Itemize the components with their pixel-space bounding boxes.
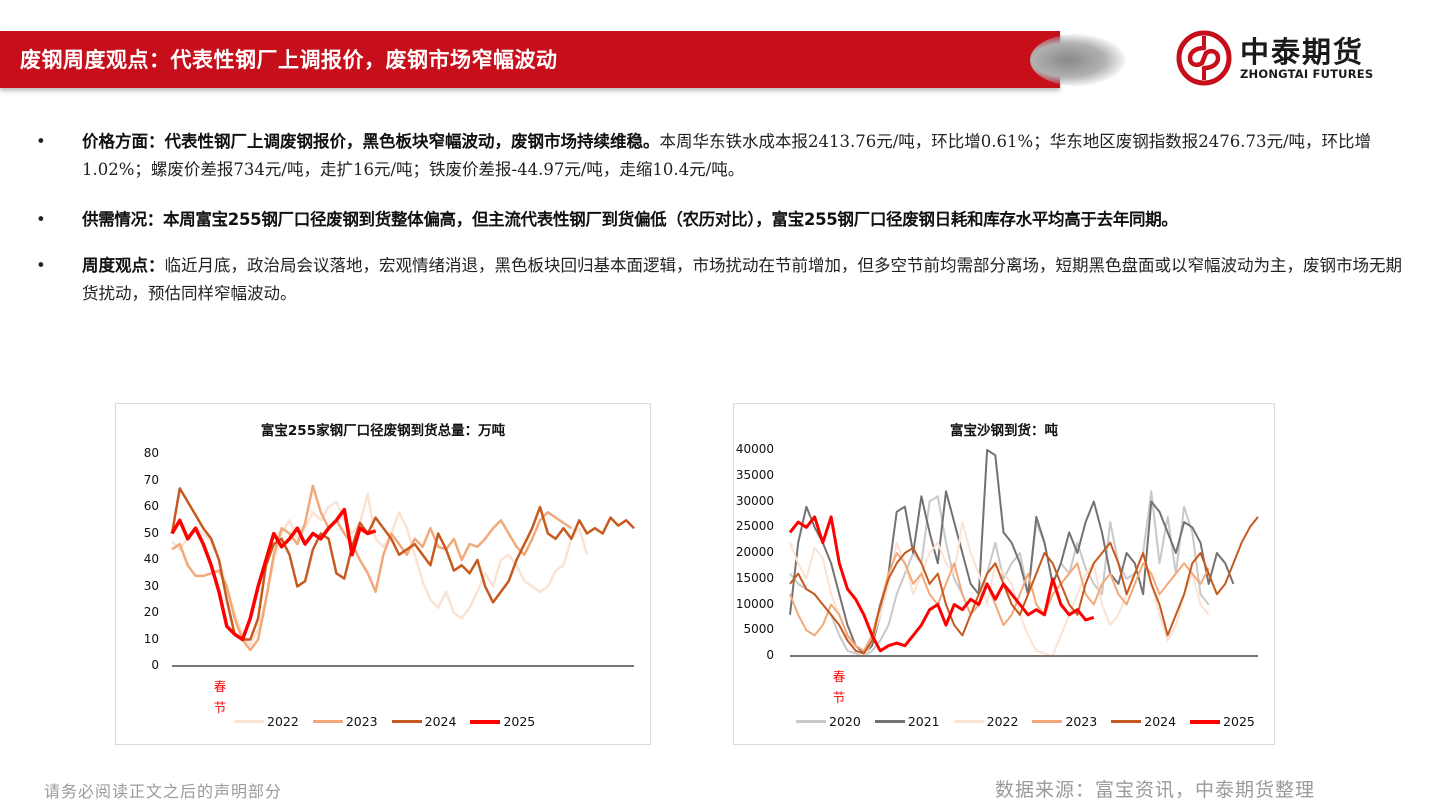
y-tick-label: 40	[143, 552, 159, 566]
y-tick-label: 30	[143, 578, 159, 593]
chart-legend: 2022 2023 2024 2025	[234, 714, 549, 729]
footer-disclaimer: 请务必阅读正文之后的声明部分	[44, 782, 283, 801]
series-line-2023	[171, 484, 573, 652]
y-tick-label: 35000	[735, 467, 774, 482]
series-line-2023	[789, 552, 1210, 652]
legend-item-2025: 2025	[470, 714, 535, 729]
legend-label: 2023	[345, 714, 378, 729]
y-tick-label: 70	[143, 472, 159, 487]
y-tick-label: 60	[143, 499, 159, 513]
legend-swatch	[953, 720, 984, 723]
chart-plot-area	[788, 449, 1259, 657]
legend-label: 2025	[503, 714, 536, 729]
legend-swatch	[874, 720, 905, 723]
series-line-2025	[788, 515, 1095, 653]
header-bar: 废钢周度观点：代表性钢厂上调报价，废钢市场窄幅波动	[0, 31, 1060, 88]
y-tick-label: 10000	[735, 596, 774, 611]
legend-swatch	[1032, 720, 1063, 723]
legend-label: 2023	[1065, 714, 1098, 729]
bullet-price: • 价格方面：代表性钢厂上调废钢报价，黑色板块窄幅波动，废钢市场持续维稳。本周华…	[36, 128, 1416, 184]
bullet-price-text: 本周华东铁水成本报2413.76元/吨，环比增0.61%；华东地区废钢指数报24…	[82, 132, 1371, 179]
legend-item-2025: 2025	[1190, 714, 1255, 729]
bullet-dot: •	[36, 210, 46, 229]
legend-item-2022: 2022	[953, 714, 1019, 729]
header-shadow-decoration	[1030, 34, 1125, 86]
legend-item-2021: 2021	[874, 714, 940, 729]
series-line-2024	[789, 516, 1259, 655]
legend-swatch	[1190, 719, 1221, 724]
y-tick-label: 20	[143, 605, 159, 619]
bullet-weekly-view: • 周度观点：临近月底，政治局会议落地，宏观情绪消退，黑色板块回归基本面逻辑，市…	[36, 252, 1416, 308]
bullet-view-text: 临近月底，政治局会议落地，宏观情绪消退，黑色板块回归基本面逻辑，市场扰动在节前增…	[82, 256, 1402, 303]
legend-label: 2021	[907, 714, 940, 729]
footer-data-source: 数据来源：富宝资讯，中泰期货整理	[995, 779, 1316, 801]
legend-swatch	[391, 720, 422, 723]
chart-plot-area	[170, 484, 635, 667]
series-line-2022	[171, 492, 589, 647]
legend-swatch	[796, 720, 826, 723]
spring-festival-annotation: 春 节	[832, 669, 846, 705]
chart-fubao-shagang-arrivals: 富宝沙钢到货：吨 40000 35000 30000 25000 20000 15000 1…	[733, 403, 1275, 745]
legend-item-2023: 2023	[312, 714, 378, 729]
series-line-2021	[789, 449, 1235, 655]
bullet-supply-demand: • 供需情况：本周富宝255钢厂口径废钢到货整体偏高，但主流代表性钢厂到货偏低（…	[36, 206, 1416, 234]
logo-name-en: ZHONGTAI FUTURES	[1240, 66, 1374, 81]
bullet-price-label: 价格方面：代表性钢厂上调废钢报价，黑色板块窄幅波动，废钢市场持续维稳。	[82, 132, 660, 151]
legend-item-2023: 2023	[1032, 714, 1097, 729]
bullet-supply-label: 供需情况：本周富宝255钢厂口径废钢到货整体偏高，但主流代表性钢厂到货偏低（农历…	[82, 210, 1178, 229]
y-tick-label: 15000	[735, 570, 774, 585]
chart-title: 富宝255家钢厂口径废钢到货总量：万吨	[260, 423, 506, 439]
legend-item-2020: 2020	[796, 714, 861, 729]
legend-label: 2024	[424, 714, 457, 729]
zhongtai-logo-icon	[1176, 30, 1232, 86]
y-tick-label: 80	[143, 446, 159, 460]
y-tick-label: 20000	[735, 545, 774, 559]
legend-swatch	[312, 720, 343, 723]
page-title: 废钢周度观点：代表性钢厂上调报价，废钢市场窄幅波动	[20, 48, 558, 72]
bullet-dot: •	[36, 132, 46, 151]
y-tick-label: 50	[143, 525, 159, 540]
legend-item-2022: 2022	[234, 714, 299, 729]
chart-legend: 2020 2021 2022 2023 2024 2025	[796, 714, 1269, 729]
legend-label: 2022	[267, 714, 299, 729]
legend-label: 2025	[1223, 714, 1255, 729]
bullet-list: • 价格方面：代表性钢厂上调废钢报价，黑色板块窄幅波动，废钢市场持续维稳。本周华…	[36, 128, 1416, 330]
legend-label: 2020	[829, 714, 861, 729]
spring-festival-annotation: 春 节	[213, 679, 227, 715]
bullet-view-label: 周度观点：	[82, 256, 165, 275]
series-line-2024	[170, 487, 635, 641]
y-tick-label: 10	[143, 631, 159, 646]
legend-swatch	[234, 720, 264, 723]
y-tick-label: 40000	[735, 442, 774, 456]
y-tick-label: 0	[151, 658, 159, 672]
y-tick-label: 25000	[735, 519, 774, 534]
bullet-dot: •	[36, 256, 46, 275]
chart-title: 富宝沙钢到货：吨	[950, 423, 1058, 439]
y-tick-label: 30000	[735, 493, 774, 508]
series-line-2025	[170, 507, 377, 642]
company-logo: 中泰期货 ZHONGTAI FUTURES	[1176, 30, 1373, 86]
legend-item-2024: 2024	[391, 714, 457, 729]
logo-name-cn: 中泰期货	[1240, 34, 1365, 69]
y-tick-label: 0	[766, 648, 774, 662]
legend-swatch	[1111, 720, 1142, 723]
chart-fubao-255-arrivals: 富宝255家钢厂口径废钢到货总量：万吨 80 70 60 50 40 30 20 10 0 春 …	[115, 403, 651, 745]
y-tick-label: 5000	[743, 622, 774, 637]
legend-label: 2024	[1144, 714, 1177, 729]
legend-item-2024: 2024	[1111, 714, 1176, 729]
legend-swatch	[470, 719, 501, 724]
legend-label: 2022	[986, 714, 1019, 729]
